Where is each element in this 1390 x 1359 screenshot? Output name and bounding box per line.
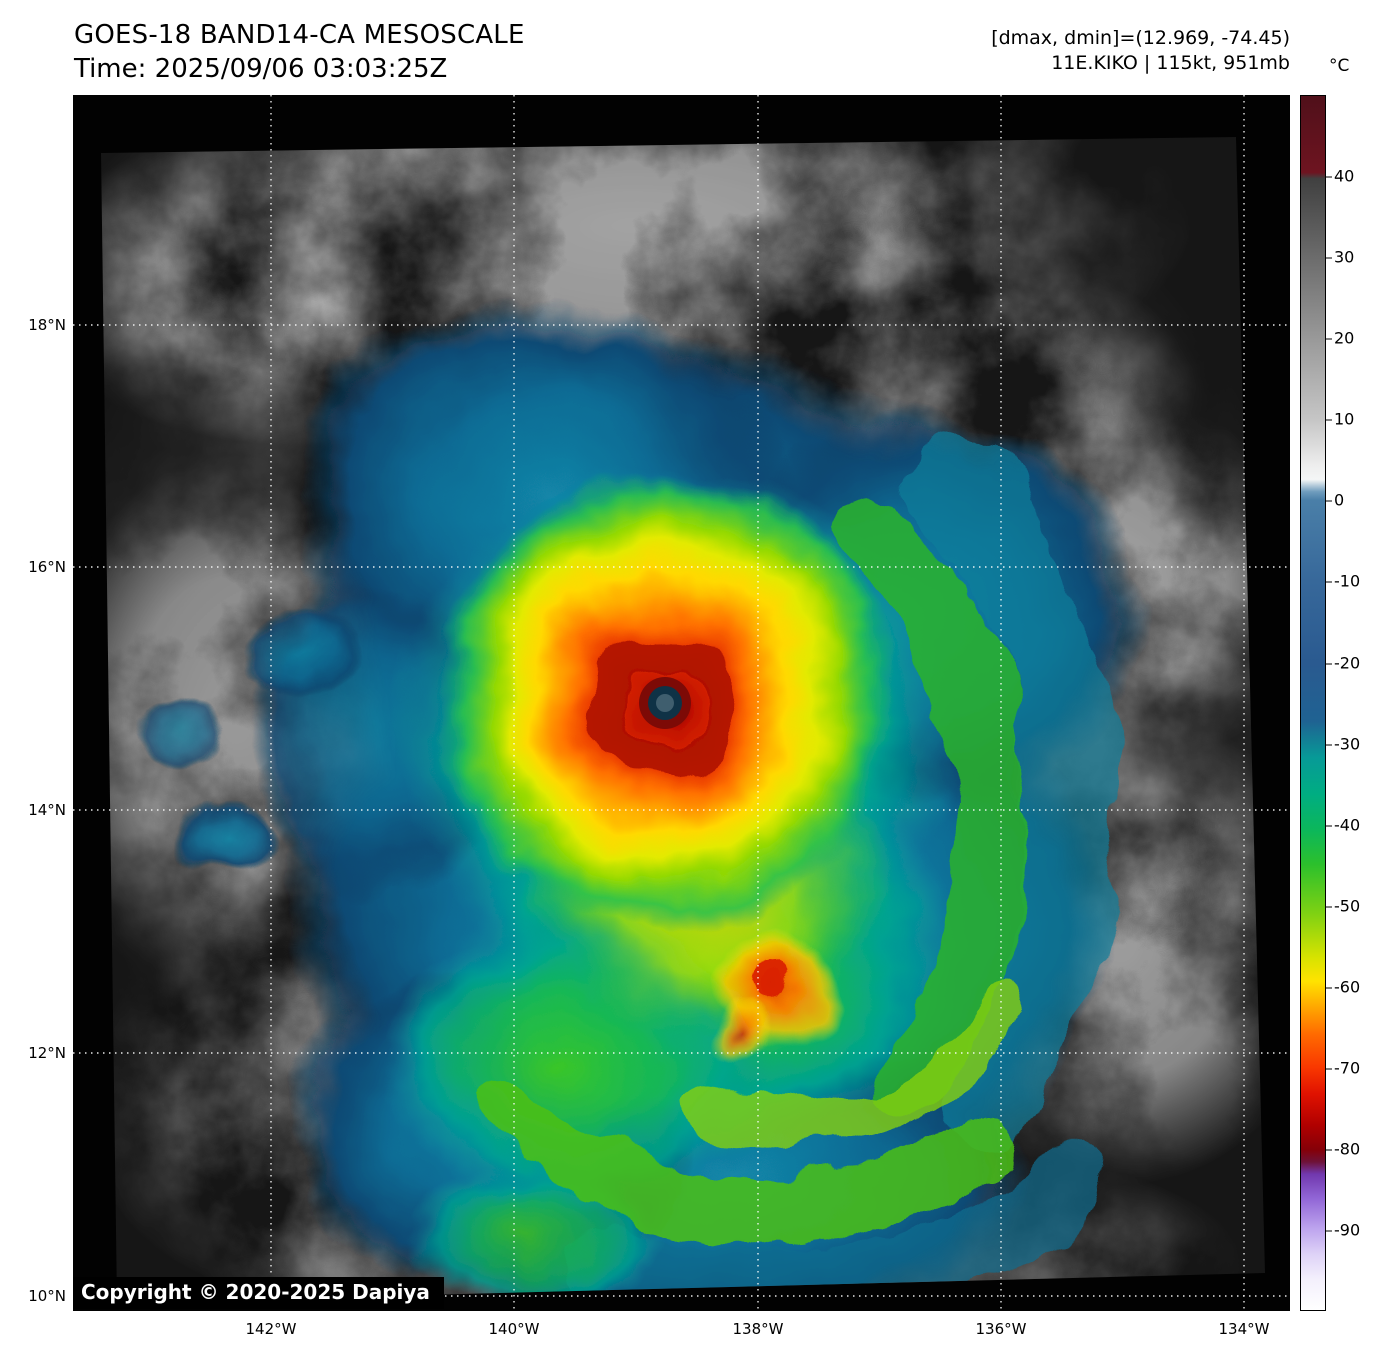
colorbar-tick-label: 20 (1324, 328, 1355, 348)
colorbar-tick-label: -70 (1324, 1058, 1361, 1078)
colorbar-tick-label: -30 (1324, 734, 1361, 754)
lon-tick-label: 134°W (1218, 1320, 1270, 1338)
lon-tick-label: 136°W (975, 1320, 1027, 1338)
satellite-image-panel: Copyright © 2020-2025 Dapiya (73, 95, 1290, 1311)
colorbar-tick-label: -90 (1324, 1220, 1361, 1240)
lon-tick-label: 138°W (732, 1320, 784, 1338)
colorbar-tick-label: 10 (1324, 409, 1355, 429)
lat-tick-label: 10°N (28, 1287, 66, 1305)
colorbar-tick-label: 0 (1324, 490, 1345, 510)
lon-tick-label: 140°W (488, 1320, 540, 1338)
copyright-watermark: Copyright © 2020-2025 Dapiya (73, 1277, 444, 1309)
satellite-scene (73, 95, 1290, 1311)
colorbar-tick-label: -50 (1324, 896, 1361, 916)
colorbar-unit-label: °C (1329, 56, 1350, 76)
storm-info-readout: 11E.KIKO | 115kt, 951mb (1051, 52, 1290, 74)
header-readouts: [dmax, dmin]=(12.969, -74.45) 11E.KIKO |… (991, 26, 1290, 76)
colorbar-tick-label: -10 (1324, 571, 1361, 591)
colorbar (1300, 95, 1326, 1311)
lat-tick-label: 14°N (28, 801, 66, 819)
colorbar-tick-label: -60 (1324, 977, 1361, 997)
colorbar-tick-label: -80 (1324, 1139, 1361, 1159)
product-time: Time: 2025/09/06 03:03:25Z (74, 54, 448, 84)
graticule (73, 95, 1290, 1311)
colorbar-tick-label: -20 (1324, 653, 1361, 673)
lat-tick-label: 18°N (28, 316, 66, 334)
hurricane-eye (639, 677, 691, 729)
colorbar-tick-label: 30 (1324, 247, 1355, 267)
lat-tick-label: 12°N (28, 1044, 66, 1062)
colorbar-tick-label: 40 (1324, 166, 1355, 186)
lat-tick-label: 16°N (28, 558, 66, 576)
lon-tick-label: 142°W (245, 1320, 297, 1338)
colorbar-tick-label: -40 (1324, 815, 1361, 835)
dmax-dmin-readout: [dmax, dmin]=(12.969, -74.45) (991, 27, 1290, 49)
scan-swath (101, 137, 1265, 1303)
hurricane (138, 300, 1148, 1303)
product-title: GOES-18 BAND14-CA MESOSCALE (74, 20, 525, 50)
